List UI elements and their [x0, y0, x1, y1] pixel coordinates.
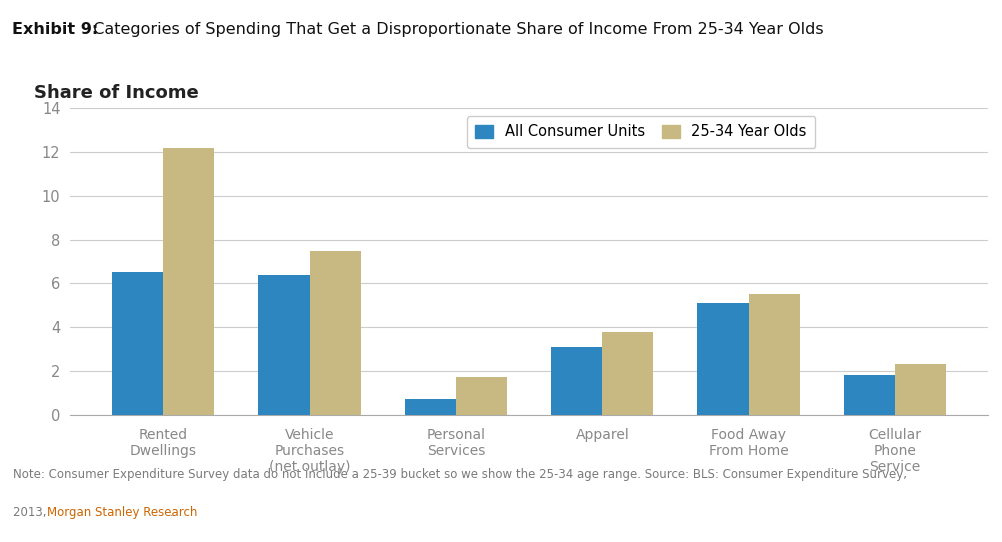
Text: Morgan Stanley Research: Morgan Stanley Research [47, 506, 197, 519]
Legend: All Consumer Units, 25-34 Year Olds: All Consumer Units, 25-34 Year Olds [466, 115, 815, 148]
Bar [601, 332, 653, 415]
Bar [310, 250, 361, 415]
Text: Categories of Spending That Get a Disproportionate Share of Income From 25-34 Ye: Categories of Spending That Get a Dispro… [83, 22, 823, 37]
Bar [456, 377, 507, 415]
Text: .: . [169, 506, 173, 519]
Text: Note: Consumer Expenditure Survey data do not include a 25-39 bucket so we show : Note: Consumer Expenditure Survey data d… [13, 468, 906, 481]
Text: Exhibit 9:: Exhibit 9: [12, 22, 98, 37]
Bar [894, 364, 945, 415]
Text: 2013,: 2013, [13, 506, 50, 519]
Bar [259, 275, 310, 415]
Bar [696, 303, 747, 415]
Bar [550, 347, 601, 415]
Bar [404, 399, 456, 415]
Bar [112, 273, 163, 415]
Bar [163, 148, 214, 415]
Bar [747, 294, 799, 415]
Bar [843, 375, 894, 415]
Text: Share of Income: Share of Income [34, 84, 198, 102]
